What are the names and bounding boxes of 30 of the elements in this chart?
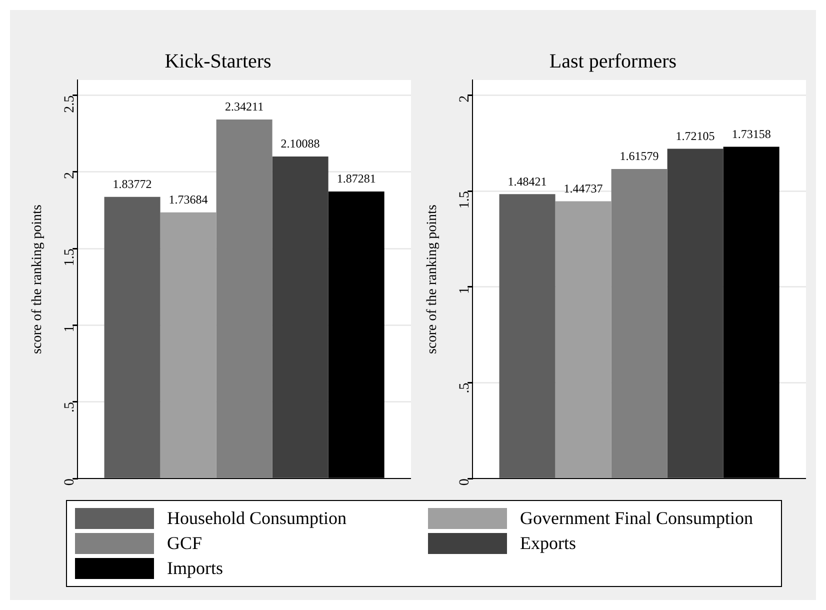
y-tick-label: 2.5 bbox=[62, 95, 78, 113]
legend-label: Exports bbox=[520, 533, 576, 554]
y-axis-title: score of the ranking points bbox=[425, 204, 440, 354]
data-label: 1.87281 bbox=[336, 172, 376, 186]
y-tick-label: .5 bbox=[457, 382, 472, 394]
y-axis-title: score of the ranking points bbox=[30, 204, 46, 354]
legend-label: Government Final Consumption bbox=[520, 508, 753, 529]
data-label: 1.73684 bbox=[168, 192, 208, 206]
data-label: 1.73158 bbox=[732, 126, 771, 141]
y-tick-label: 2 bbox=[457, 95, 472, 102]
y-tick-label: 1 bbox=[62, 325, 78, 332]
data-label: 1.61579 bbox=[620, 149, 659, 164]
data-label: 1.48421 bbox=[508, 174, 547, 188]
y-tick-label: .5 bbox=[62, 402, 78, 412]
data-label: 2.10088 bbox=[280, 136, 320, 151]
chart-title: Kick-Starters bbox=[164, 50, 272, 72]
legend-label: Imports bbox=[167, 558, 223, 579]
y-tick-label: 2 bbox=[62, 172, 78, 179]
legend-label: GCF bbox=[167, 533, 202, 554]
data-label: 1.44737 bbox=[564, 181, 603, 196]
y-tick-label: 1 bbox=[457, 286, 472, 294]
data-label: 1.72105 bbox=[676, 128, 715, 143]
y-tick-label: 0 bbox=[62, 478, 78, 486]
data-label: 2.34211 bbox=[225, 100, 264, 114]
legend-label: Household Consumption bbox=[167, 508, 347, 529]
y-tick-label: 1.5 bbox=[457, 191, 472, 209]
y-tick-label: 0 bbox=[457, 478, 472, 486]
data-label: 1.83772 bbox=[112, 177, 152, 192]
y-tick-label: 1.5 bbox=[62, 248, 78, 266]
chart-title: Last performers bbox=[549, 50, 677, 72]
